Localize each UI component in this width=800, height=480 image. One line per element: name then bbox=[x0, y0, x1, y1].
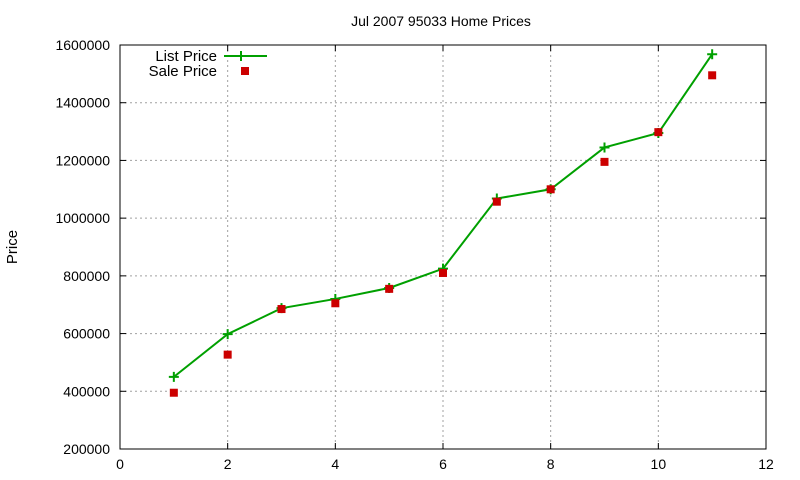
x-tick-label: 4 bbox=[331, 456, 339, 472]
grid-lines bbox=[120, 45, 766, 449]
y-axis-label: Price bbox=[4, 230, 21, 264]
sale-price-point bbox=[439, 268, 447, 277]
y-tick-label: 1200000 bbox=[55, 152, 110, 168]
legend: List Price Sale Price bbox=[149, 48, 267, 80]
y-tick-label: 1400000 bbox=[55, 95, 110, 111]
y-tick-label: 600000 bbox=[63, 326, 110, 342]
sale-price-point bbox=[546, 185, 555, 194]
chart-title: Jul 2007 95033 Home Prices bbox=[351, 13, 531, 29]
sale-price-point bbox=[708, 71, 717, 80]
list-price-point bbox=[599, 142, 610, 153]
sale-price-point bbox=[654, 128, 663, 137]
sale-price-point bbox=[385, 284, 394, 293]
y-tick-label: 1000000 bbox=[55, 210, 110, 226]
y-tick-label: 1600000 bbox=[55, 37, 110, 53]
sale-price-point bbox=[492, 197, 501, 206]
sale-price-point bbox=[169, 388, 178, 397]
y-tick-label: 200000 bbox=[63, 441, 110, 457]
x-tick-label: 8 bbox=[547, 456, 555, 472]
y-tick-label: 400000 bbox=[63, 383, 110, 399]
x-tick-label: 12 bbox=[758, 456, 774, 472]
sale-price-point bbox=[277, 305, 286, 314]
x-tick-label: 2 bbox=[224, 456, 232, 472]
list-price-point bbox=[168, 371, 179, 382]
x-tick-label: 10 bbox=[651, 456, 667, 472]
series-layer bbox=[168, 49, 718, 397]
legend-marker-sale-price bbox=[241, 67, 249, 75]
list-price-point bbox=[707, 49, 718, 60]
legend-marker-list-price bbox=[236, 51, 246, 61]
sale-price-point bbox=[223, 350, 232, 359]
y-tick-label: 800000 bbox=[63, 268, 110, 284]
x-tick-label: 6 bbox=[439, 456, 447, 472]
x-tick-label: 0 bbox=[116, 456, 124, 472]
legend-label-sale-price: Sale Price bbox=[149, 63, 217, 80]
sale-price-point bbox=[600, 157, 609, 166]
y-axis: 200000 400000 600000 800000 1000000 1200000 14… bbox=[55, 37, 766, 457]
list-price-point bbox=[222, 329, 233, 340]
x-axis: 0 2 4 6 8 10 12 bbox=[116, 45, 774, 472]
sale-price-point bbox=[331, 299, 340, 308]
legend-label-list-price: List Price bbox=[155, 48, 217, 65]
